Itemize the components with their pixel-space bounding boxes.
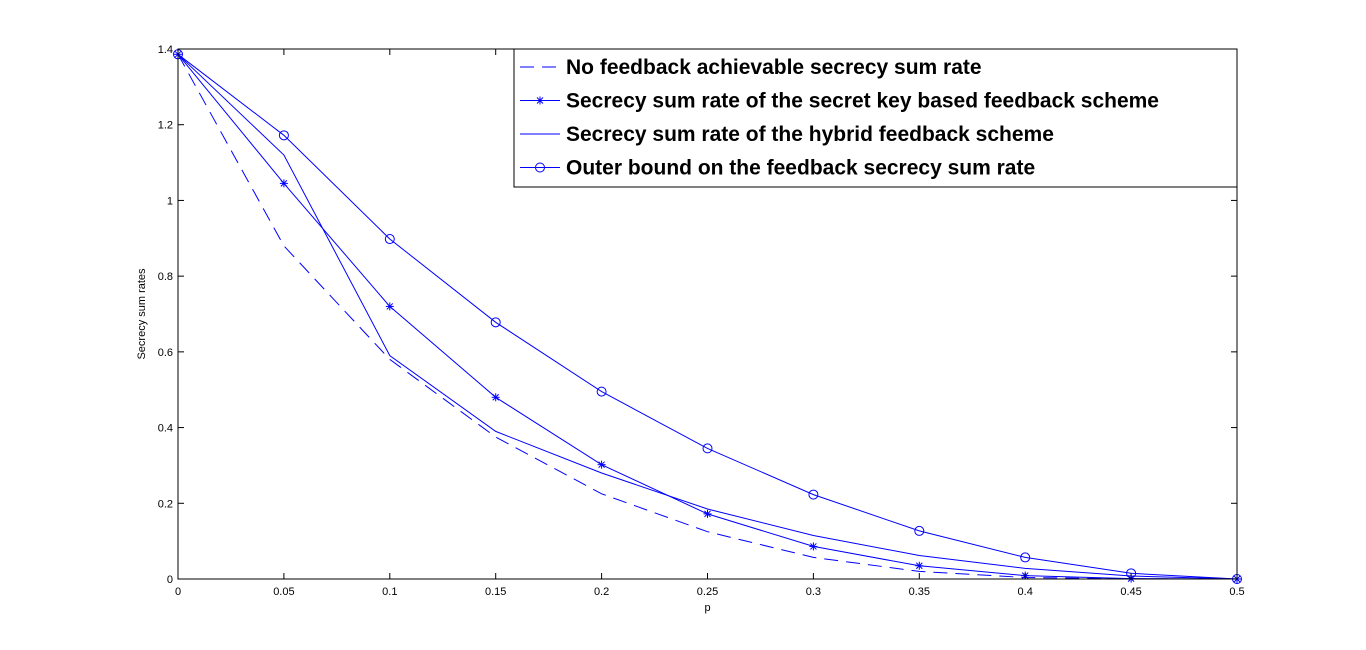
legend-label: Outer bound on the feedback secrecy sum …	[566, 157, 1035, 180]
star-stroke	[598, 461, 605, 469]
y-tick-label: 1	[167, 195, 173, 207]
x-tick-label: 0.5	[1229, 586, 1244, 598]
x-tick-label: 0.4	[1018, 586, 1033, 598]
data-point	[596, 386, 607, 397]
x-axis-label: p	[704, 602, 710, 614]
x-tick-label: 0.3	[806, 586, 821, 598]
legend-box	[513, 48, 1238, 188]
data-point	[914, 525, 925, 536]
data-point	[915, 561, 924, 570]
data-point	[278, 130, 289, 141]
data-point	[809, 542, 818, 551]
star-stroke	[386, 303, 394, 310]
legend: No feedback achievable secrecy sum rate S…	[513, 48, 1238, 188]
legend-marker	[535, 162, 545, 173]
data-point	[808, 489, 819, 500]
legend-entry: No feedback achievable secrecy sum rate	[520, 56, 982, 79]
y-tick-label: 0.4	[158, 423, 173, 435]
x-tick-label: 0.35	[909, 586, 930, 598]
x-tick-label: 0.05	[273, 586, 294, 598]
data-point	[703, 509, 712, 518]
legend-marker	[536, 96, 544, 105]
data-point	[597, 460, 606, 469]
series-1	[177, 54, 1238, 580]
y-tick-label: 0	[167, 574, 173, 586]
legend-label: No feedback achievable secrecy sum rate	[566, 56, 982, 79]
star-stroke	[492, 393, 500, 401]
x-tick-label: 0.1	[382, 586, 397, 598]
y-tick-label: 0.6	[158, 347, 173, 359]
y-axis-label: Secrecy sum rates	[136, 268, 148, 360]
x-tick-label: 0.2	[594, 586, 609, 598]
star-stroke	[536, 97, 544, 104]
y-tick-label: 0.2	[158, 498, 173, 510]
x-tick-label: 0.25	[697, 586, 718, 598]
data-point	[1020, 552, 1031, 563]
legend-label: Secrecy sum rate of the hybrid feedback …	[566, 123, 1054, 146]
data-point	[385, 302, 394, 311]
legend-entry: Outer bound on the feedback secrecy sum …	[520, 157, 1035, 180]
x-tick-label: 0.45	[1120, 586, 1141, 598]
legend-entry: Secrecy sum rate of the hybrid feedback …	[520, 123, 1054, 146]
star-stroke	[280, 180, 288, 187]
y-tick-label: 1.2	[158, 120, 173, 132]
x-tick-label: 0	[175, 586, 181, 598]
star-stroke	[915, 562, 923, 570]
data-point	[702, 443, 713, 454]
series-line	[177, 53, 1238, 580]
star-stroke	[810, 543, 817, 550]
x-tick-label: 0.15	[485, 586, 506, 598]
plot-area	[173, 49, 1242, 584]
series-line	[177, 54, 1238, 580]
data-point	[279, 179, 288, 188]
star-stroke	[704, 510, 711, 518]
data-point	[490, 317, 501, 328]
y-tick-label: 0.8	[158, 271, 173, 283]
series-3	[177, 53, 1238, 580]
y-tick-label: 1.4	[158, 44, 173, 56]
legend-label: Secrecy sum rate of the secret key based…	[566, 90, 1159, 113]
legend-entry: Secrecy sum rate of the secret key based…	[520, 90, 1159, 113]
data-point	[384, 234, 395, 245]
series-line	[177, 53, 1238, 580]
data-point	[491, 393, 500, 402]
